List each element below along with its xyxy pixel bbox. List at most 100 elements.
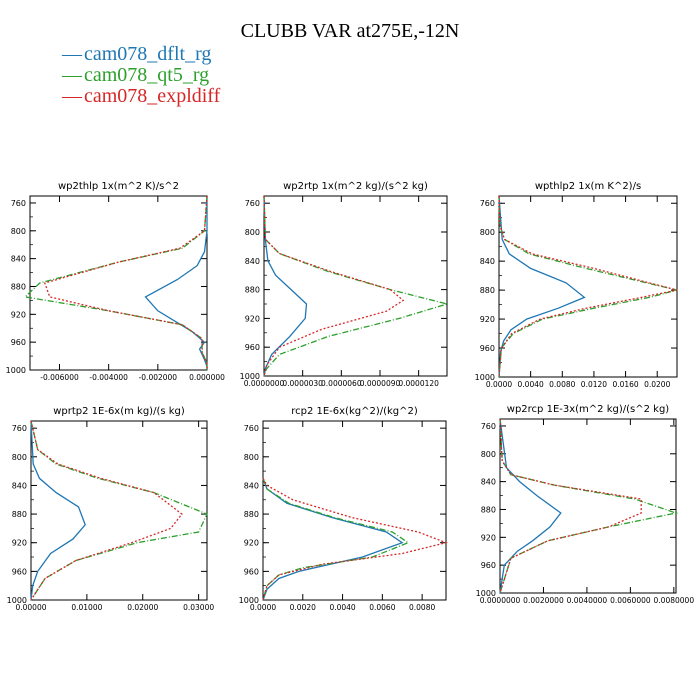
- x-tick-label: 0.0080000: [654, 596, 695, 605]
- series-line-2: [30, 420, 183, 601]
- y-tick-label: 1000: [7, 596, 27, 605]
- y-tick-label: 1000: [240, 372, 260, 381]
- x-tick-label: 0.0020: [290, 603, 316, 612]
- series-line-2: [263, 195, 405, 377]
- y-tick-label: 960: [481, 561, 496, 570]
- x-tick-label: 0.03000: [183, 603, 214, 612]
- plot-frame: [498, 195, 678, 378]
- series-line-0: [30, 420, 86, 601]
- series-line-1: [499, 418, 679, 594]
- series-line-2: [499, 418, 642, 594]
- x-tick-label: 0.0080: [549, 380, 575, 389]
- subplot-title: wprtp2 1E-6x(m kg)/(s kg): [53, 406, 185, 417]
- y-tick-label: 880: [481, 505, 496, 514]
- y-tick-label: 800: [244, 453, 259, 462]
- y-tick-label: 800: [480, 228, 495, 237]
- y-tick-label: 800: [12, 453, 27, 462]
- y-tick-label: 960: [12, 567, 27, 576]
- series-line-2: [43, 195, 208, 370]
- x-tick-label: 0.0040000: [567, 596, 608, 605]
- subplot: rcp2 1E-6x(kg^2)/(kg^2) 760 800 840 880 920 96…: [239, 406, 449, 612]
- x-tick-label: 0.00000: [15, 603, 46, 612]
- y-tick-label: 760: [12, 424, 27, 433]
- y-tick-label: 880: [480, 286, 495, 295]
- y-tick-label: 960: [244, 567, 259, 576]
- x-tick-label: -0.006000: [40, 373, 79, 382]
- y-tick-label: 880: [12, 510, 27, 519]
- y-tick-label: 960: [11, 338, 26, 347]
- y-tick-label: 920: [245, 314, 260, 323]
- subplot-title: wpthlp2 1x(m K^2)/s: [535, 181, 641, 192]
- x-tick-label: 0.0120: [581, 380, 607, 389]
- y-tick-label: 920: [12, 539, 27, 548]
- legend-label: cam078_dflt_rg: [84, 43, 212, 65]
- plot-frame: [263, 195, 448, 377]
- x-tick-label: 0.02000: [127, 603, 158, 612]
- y-tick-label: 1000: [476, 589, 496, 598]
- x-tick-label: 0.0040: [329, 603, 355, 612]
- y-tick-label: 840: [480, 257, 495, 266]
- series-line-2: [262, 477, 449, 601]
- y-tick-label: 960: [245, 343, 260, 352]
- plot-frame: [499, 418, 677, 594]
- series-line-1: [263, 195, 450, 377]
- series-line-1: [23, 195, 208, 370]
- legend-label: cam078_qt5_rg: [84, 64, 210, 86]
- series-line-0: [263, 195, 308, 377]
- x-tick-label: 0.0040: [518, 380, 544, 389]
- series-line-2: [498, 195, 678, 378]
- series-line-0: [262, 478, 404, 601]
- y-tick-label: 760: [11, 199, 26, 208]
- subplot-title: rcp2 1E-6x(kg^2)/(kg^2): [291, 406, 418, 417]
- series-line-0: [144, 196, 208, 370]
- x-tick-label: 0.0000000: [480, 596, 521, 605]
- series-line-1: [262, 478, 410, 601]
- x-tick-label: 0.0000: [250, 603, 276, 612]
- legend-item-dflt: — cam078_dflt_rg: [62, 43, 212, 65]
- y-tick-label: 840: [244, 481, 259, 490]
- subplot: wp2rcp 1E-3x(m^2 kg)/(s^2 kg) 760 800 840 88…: [476, 404, 695, 605]
- x-tick-label: 0.0000060: [321, 379, 362, 388]
- series-line-0: [499, 418, 562, 594]
- legend-label: cam078_expldiff: [84, 85, 221, 107]
- x-tick-label: 0.0160: [612, 380, 638, 389]
- y-tick-label: 920: [480, 315, 495, 324]
- y-tick-label: 880: [11, 282, 26, 291]
- y-tick-label: 760: [244, 424, 259, 433]
- y-tick-label: 960: [480, 344, 495, 353]
- legend-item-qt5: — cam078_qt5_rg: [62, 64, 210, 86]
- y-tick-label: 920: [481, 533, 496, 542]
- y-tick-label: 760: [481, 422, 496, 431]
- subplot: wp2thlp 1x(m^2 K)/s^2 760 800 840 880 920 960 1…: [6, 181, 225, 382]
- plot-frame: [29, 195, 208, 371]
- x-tick-label: 0.0000090: [360, 379, 401, 388]
- y-tick-label: 760: [480, 199, 495, 208]
- x-tick-label: 0.0080: [409, 603, 435, 612]
- x-tick-label: 0.0000000: [244, 379, 285, 388]
- y-tick-label: 880: [244, 510, 259, 519]
- y-tick-label: 800: [481, 450, 496, 459]
- y-tick-label: 920: [11, 310, 26, 319]
- legend: — cam078_dflt_rg — cam078_qt5_rg — cam078_e…: [62, 44, 220, 107]
- chart-title: CLUBB VAR at275E,-12N: [240, 20, 460, 42]
- legend-item-expldiff: — cam078_expldiff: [62, 85, 221, 107]
- subplot-title: wp2rtp 1x(m^2 kg)/(s^2 kg): [283, 181, 428, 192]
- y-tick-label: 760: [245, 199, 260, 208]
- y-tick-label: 840: [245, 257, 260, 266]
- y-tick-label: 1000: [239, 596, 259, 605]
- subplot: wpthlp2 1x(m K^2)/s 760 800 840 880 920 960 100…: [475, 181, 678, 389]
- x-tick-label: 0.0000030: [282, 379, 323, 388]
- x-tick-label: 0.0000120: [398, 379, 439, 388]
- y-tick-label: 1000: [475, 373, 495, 382]
- x-tick-label: 0.000000: [189, 373, 225, 382]
- plot-frame: [30, 420, 208, 601]
- subplot-title: wp2rcp 1E-3x(m^2 kg)/(s^2 kg): [507, 404, 670, 415]
- x-tick-label: 0.0060: [369, 603, 395, 612]
- x-tick-label: 0.0200: [644, 380, 670, 389]
- y-tick-label: 920: [244, 539, 259, 548]
- plot-frame: [262, 420, 447, 601]
- x-tick-label: 0.0000: [486, 380, 512, 389]
- y-tick-label: 1000: [6, 366, 26, 375]
- x-tick-label: 0.01000: [71, 603, 102, 612]
- series-line-0: [498, 195, 586, 378]
